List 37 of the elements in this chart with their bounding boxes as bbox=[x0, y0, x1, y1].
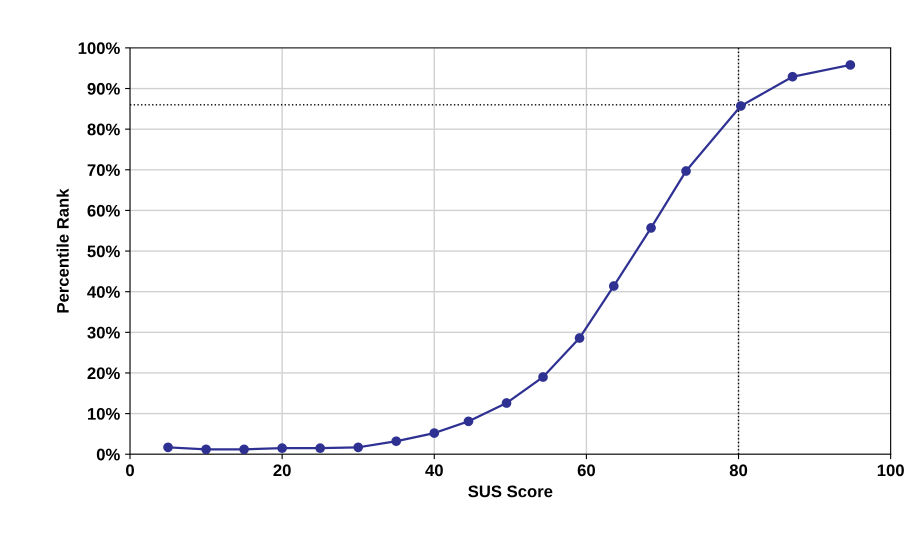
y-tick-label: 50% bbox=[87, 245, 120, 258]
point bbox=[315, 443, 326, 454]
point bbox=[201, 444, 211, 454]
point bbox=[277, 443, 287, 454]
y-tick-label: 60% bbox=[88, 204, 120, 217]
x-axis-title: SUS Score bbox=[468, 485, 552, 498]
point bbox=[464, 416, 474, 426]
x-tick-label: 40 bbox=[425, 464, 443, 476]
y-tick-label: 30% bbox=[87, 326, 120, 339]
point bbox=[538, 372, 548, 382]
x-tick-label: 0 bbox=[126, 464, 134, 476]
x-tick-label: 20 bbox=[273, 464, 291, 476]
y-tick-label: 70% bbox=[88, 164, 120, 176]
y-axis-title: Percentile Rank bbox=[56, 188, 69, 312]
point bbox=[845, 60, 856, 70]
point bbox=[239, 444, 249, 454]
point bbox=[608, 281, 619, 291]
point bbox=[736, 101, 746, 111]
x-tick-label: 80 bbox=[730, 464, 748, 476]
point bbox=[574, 333, 584, 343]
y-tick-label: 100% bbox=[78, 42, 120, 54]
y-tick-label: 40% bbox=[87, 286, 120, 298]
x-tick-label: 60 bbox=[578, 464, 595, 476]
point bbox=[681, 166, 691, 176]
x-tick-label: 100 bbox=[878, 464, 904, 476]
point bbox=[429, 428, 440, 438]
y-tick-label: 20% bbox=[88, 367, 120, 380]
y-tick-label: 10% bbox=[88, 408, 120, 420]
y-tick-label: 90% bbox=[88, 82, 120, 95]
y-tick-label: 80% bbox=[87, 124, 120, 136]
point bbox=[163, 442, 173, 452]
point bbox=[502, 398, 512, 408]
y-tick-label: 0% bbox=[96, 448, 120, 460]
point bbox=[646, 223, 656, 233]
point bbox=[788, 72, 798, 82]
point bbox=[353, 442, 364, 452]
point bbox=[391, 436, 402, 446]
